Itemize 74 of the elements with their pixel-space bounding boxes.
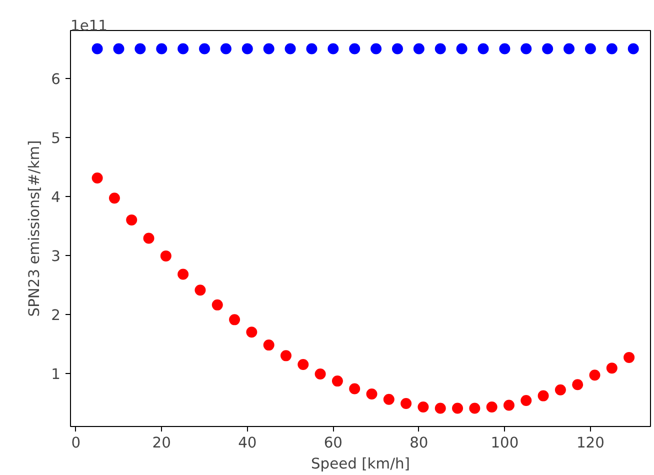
- point: [263, 340, 274, 351]
- point: [212, 299, 223, 310]
- x-tick-label: 100: [490, 434, 519, 452]
- y-tick-label: 5: [51, 130, 61, 147]
- point: [298, 359, 309, 370]
- point: [108, 192, 120, 204]
- point: [314, 368, 326, 380]
- point: [366, 388, 378, 400]
- x-tick-label: 60: [324, 434, 342, 452]
- point: [370, 43, 382, 54]
- point: [280, 350, 292, 362]
- point: [564, 43, 575, 54]
- point: [143, 232, 154, 244]
- point: [628, 43, 639, 54]
- point: [194, 284, 206, 296]
- point: [242, 43, 253, 54]
- x-tick-label: 120: [576, 434, 604, 452]
- point: [383, 394, 394, 405]
- y-axis-title: SPN23 emissions[#/km]: [26, 140, 44, 317]
- y-tick-label: 2: [51, 306, 61, 324]
- point: [520, 395, 532, 406]
- point: [263, 43, 274, 54]
- point: [434, 402, 446, 414]
- point: [328, 43, 339, 54]
- point: [606, 43, 618, 54]
- point: [624, 352, 635, 363]
- point: [554, 384, 566, 396]
- point: [589, 370, 600, 381]
- point: [452, 402, 464, 414]
- point: [178, 43, 189, 54]
- y-tick-label: 4: [51, 188, 61, 206]
- point: [572, 379, 584, 390]
- point: [126, 214, 138, 226]
- annotation: 1e11: [70, 18, 108, 34]
- point: [469, 402, 480, 414]
- point: [538, 390, 549, 402]
- point: [478, 43, 489, 54]
- point: [400, 398, 412, 409]
- x-tick-label: 20: [152, 434, 171, 452]
- point: [584, 43, 596, 54]
- point: [306, 43, 318, 54]
- y-tick-label: 3: [51, 248, 61, 265]
- point: [284, 43, 296, 54]
- y-tick-label: 1: [51, 366, 61, 383]
- point: [349, 43, 360, 54]
- point: [413, 43, 424, 54]
- point: [134, 43, 146, 54]
- point: [418, 402, 429, 413]
- point: [160, 250, 172, 262]
- point: [349, 383, 360, 394]
- point: [92, 43, 103, 54]
- x-tick-label: 80: [410, 434, 428, 452]
- point: [199, 43, 210, 54]
- point: [456, 43, 468, 54]
- point: [503, 400, 514, 411]
- point: [113, 43, 124, 54]
- point: [178, 268, 189, 280]
- point: [520, 43, 532, 54]
- x-axis-title: Speed [km/h]: [310, 456, 410, 472]
- point: [246, 326, 258, 338]
- point: [220, 43, 232, 54]
- point: [392, 43, 403, 54]
- point: [92, 172, 103, 184]
- x-tick-label: 40: [238, 434, 257, 452]
- point: [156, 43, 168, 54]
- point: [434, 43, 446, 54]
- point: [229, 314, 240, 326]
- point: [606, 362, 618, 374]
- x-tick-label: 0: [71, 434, 81, 452]
- point: [499, 43, 510, 54]
- point: [542, 43, 554, 54]
- y-tick-label: 6: [51, 70, 61, 88]
- point: [332, 376, 343, 387]
- point: [486, 402, 498, 413]
